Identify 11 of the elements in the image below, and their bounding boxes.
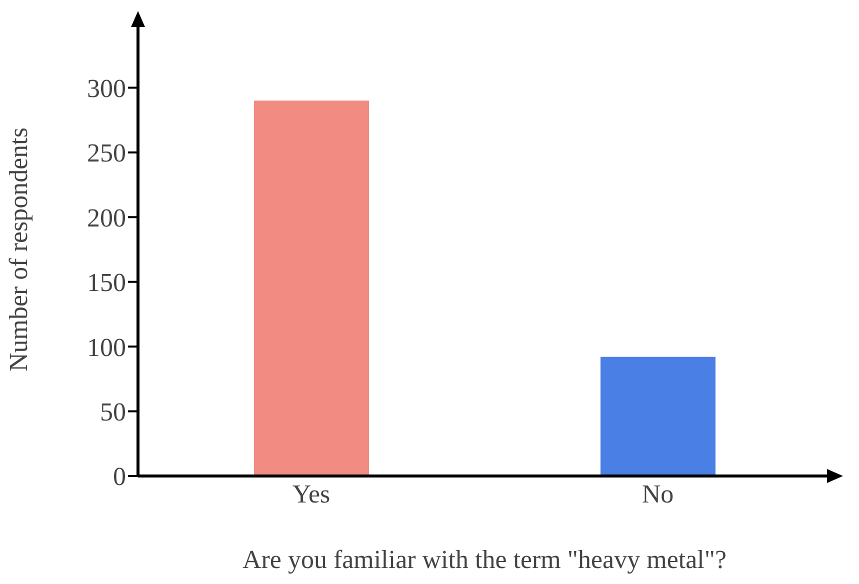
y-tick-label: 0 [113,462,126,492]
x-axis-title: Are you familiar with the term "heavy metal"? [242,545,726,574]
y-tick-label: 150 [87,268,126,298]
x-tick-label: No [642,479,674,508]
y-axis-title: Number of respondents [4,127,34,372]
x-tick-label: Yes [292,479,330,508]
y-tick-label: 50 [100,398,126,427]
y-tick-label: 250 [87,138,126,168]
y-tick-label: 200 [87,203,126,232]
y-tick-label: 100 [87,332,126,362]
y-tick-label: 300 [87,74,126,103]
